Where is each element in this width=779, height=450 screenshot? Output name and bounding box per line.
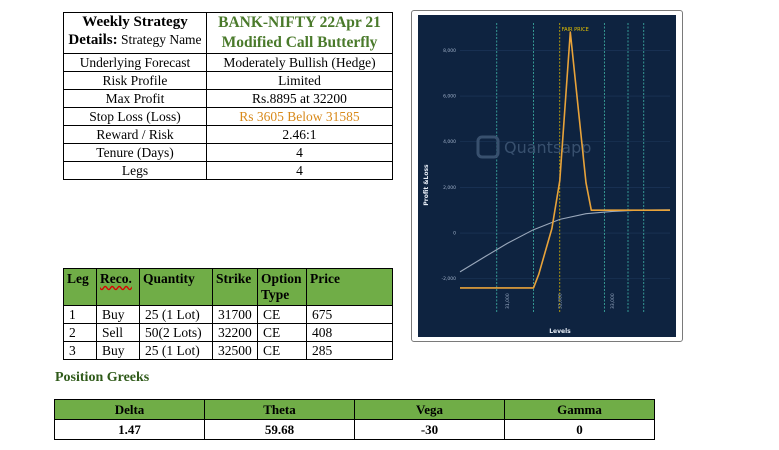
detail-row: Legs 4 xyxy=(63,161,393,180)
strike-cell: 32200 xyxy=(212,323,258,342)
y-tick-label: 0 xyxy=(453,231,456,237)
table-row: 3 Buy 25 (1 Lot) 32500 CE 285 xyxy=(63,341,393,360)
leg-cell: 2 xyxy=(63,323,97,342)
leg-cell: 3 xyxy=(63,341,97,360)
y-tick-labels: 8,000 6,000 4,000 2,000 0 -2,000 xyxy=(441,48,456,282)
strategy-details-table: Weekly Strategy Details: Strategy Name B… xyxy=(63,12,393,180)
greek-header-theta: Theta xyxy=(204,399,355,420)
strike-marker-lines xyxy=(496,23,645,313)
detail-row: Tenure (Days) 4 xyxy=(63,143,393,162)
detail-value: Rs.8895 at 32200 xyxy=(206,89,393,108)
payoff-chart-frame: 8,000 6,000 4,000 2,000 0 -2,000 31,000 32,000… xyxy=(411,10,683,342)
watermark-logo-icon xyxy=(476,135,500,159)
reco-cell: Buy xyxy=(96,305,140,324)
theta-value: 59.68 xyxy=(204,419,355,440)
strategy-header-row: Weekly Strategy Details: Strategy Name B… xyxy=(63,12,393,54)
strategy-header-label-rest: Strategy Name xyxy=(117,32,202,47)
price-cell: 285 xyxy=(306,341,393,360)
greeks-header-row: Delta Theta Vega Gamma xyxy=(54,399,655,420)
legs-header-leg: Leg xyxy=(63,268,97,306)
y-axis-title: Profit &Loss xyxy=(423,164,430,206)
detail-row: Max Profit Rs.8895 at 32200 xyxy=(63,89,393,108)
detail-label: Risk Profile xyxy=(63,71,207,90)
detail-label: Underlying Forecast xyxy=(63,53,207,72)
legs-header-quantity: Quantity xyxy=(139,268,213,306)
y-tick-label: 6,000 xyxy=(443,94,456,100)
fair-price-label: FAIR PRICE xyxy=(562,27,589,33)
legs-header-reco-text: Reco. xyxy=(100,271,132,286)
gamma-value: 0 xyxy=(504,419,655,440)
strike-cell: 32500 xyxy=(212,341,258,360)
detail-value: 2.46:1 xyxy=(206,125,393,144)
chart-gridlines xyxy=(460,50,670,280)
detail-row: Reward / Risk 2.46:1 xyxy=(63,125,393,144)
detail-label: Reward / Risk xyxy=(63,125,207,144)
greek-header-delta: Delta xyxy=(54,399,205,420)
option-type-cell: CE xyxy=(257,323,307,342)
y-tick-label: 2,000 xyxy=(443,185,456,191)
x-tick-label: 32,000 xyxy=(557,293,563,309)
strategy-header-label-bold: Weekly Strategy Details: xyxy=(68,14,188,48)
detail-value: Limited xyxy=(206,71,393,90)
greek-header-gamma: Gamma xyxy=(504,399,655,420)
option-type-cell: CE xyxy=(257,341,307,360)
vega-value: -30 xyxy=(354,419,505,440)
legs-header-price: Price xyxy=(306,268,393,306)
strike-cell: 31700 xyxy=(212,305,258,324)
detail-label: Legs xyxy=(63,161,207,180)
x-tick-labels: 31,000 32,000 33,000 xyxy=(505,293,616,309)
y-tick-label: 8,000 xyxy=(443,48,456,54)
legs-header-row: Leg Reco. Quantity Strike Option Type Pr… xyxy=(63,268,393,306)
delta-value: 1.47 xyxy=(54,419,205,440)
payoff-at-expiry-line xyxy=(460,31,670,289)
watermark: Quantsapp xyxy=(476,135,591,159)
legs-header-reco: Reco. xyxy=(96,268,140,306)
table-row: 1 Buy 25 (1 Lot) 31700 CE 675 xyxy=(63,305,393,324)
price-cell: 675 xyxy=(306,305,393,324)
x-tick-label: 31,000 xyxy=(505,293,511,309)
legs-table: Leg Reco. Quantity Strike Option Type Pr… xyxy=(63,268,393,360)
detail-label: Tenure (Days) xyxy=(63,143,207,162)
x-axis-title: Levels xyxy=(549,328,571,335)
y-tick-label: -2,000 xyxy=(441,276,456,282)
position-greeks-title: Position Greeks xyxy=(55,370,150,385)
y-tick-label: 4,000 xyxy=(443,139,456,145)
table-row: 2 Sell 50(2 Lots) 32200 CE 408 xyxy=(63,323,393,342)
x-tick-label: 33,000 xyxy=(610,293,616,309)
detail-row: Risk Profile Limited xyxy=(63,71,393,90)
detail-label: Max Profit xyxy=(63,89,207,108)
detail-value: Moderately Bullish (Hedge) xyxy=(206,53,393,72)
payoff-chart: 8,000 6,000 4,000 2,000 0 -2,000 31,000 32,000… xyxy=(418,15,676,337)
strategy-name: BANK-NIFTY 22Apr 21 Modified Call Butter… xyxy=(206,12,393,54)
price-cell: 408 xyxy=(306,323,393,342)
detail-row: Stop Loss (Loss) Rs 3605 Below 31585 xyxy=(63,107,393,126)
chart-background xyxy=(418,15,676,337)
leg-cell: 1 xyxy=(63,305,97,324)
stop-loss-value: Rs 3605 Below 31585 xyxy=(206,107,393,126)
reco-cell: Buy xyxy=(96,341,140,360)
chart-series xyxy=(459,31,671,289)
detail-row: Underlying Forecast Moderately Bullish (H… xyxy=(63,53,393,72)
quantity-cell: 50(2 Lots) xyxy=(139,323,213,342)
reco-cell: Sell xyxy=(96,323,140,342)
watermark-text: Quantsapp xyxy=(504,138,591,157)
quantity-cell: 25 (1 Lot) xyxy=(139,341,213,360)
detail-value: 4 xyxy=(206,143,393,162)
quantity-cell: 25 (1 Lot) xyxy=(139,305,213,324)
detail-label: Stop Loss (Loss) xyxy=(63,107,207,126)
option-type-cell: CE xyxy=(257,305,307,324)
greek-header-vega: Vega xyxy=(354,399,505,420)
strategy-header-label: Weekly Strategy Details: Strategy Name xyxy=(63,12,207,54)
greeks-table: Delta Theta Vega Gamma 1.47 59.68 -30 0 xyxy=(54,399,655,440)
legs-header-option-type: Option Type xyxy=(257,268,307,306)
legs-header-strike: Strike xyxy=(212,268,258,306)
detail-value: 4 xyxy=(206,161,393,180)
greeks-value-row: 1.47 59.68 -30 0 xyxy=(54,419,655,440)
